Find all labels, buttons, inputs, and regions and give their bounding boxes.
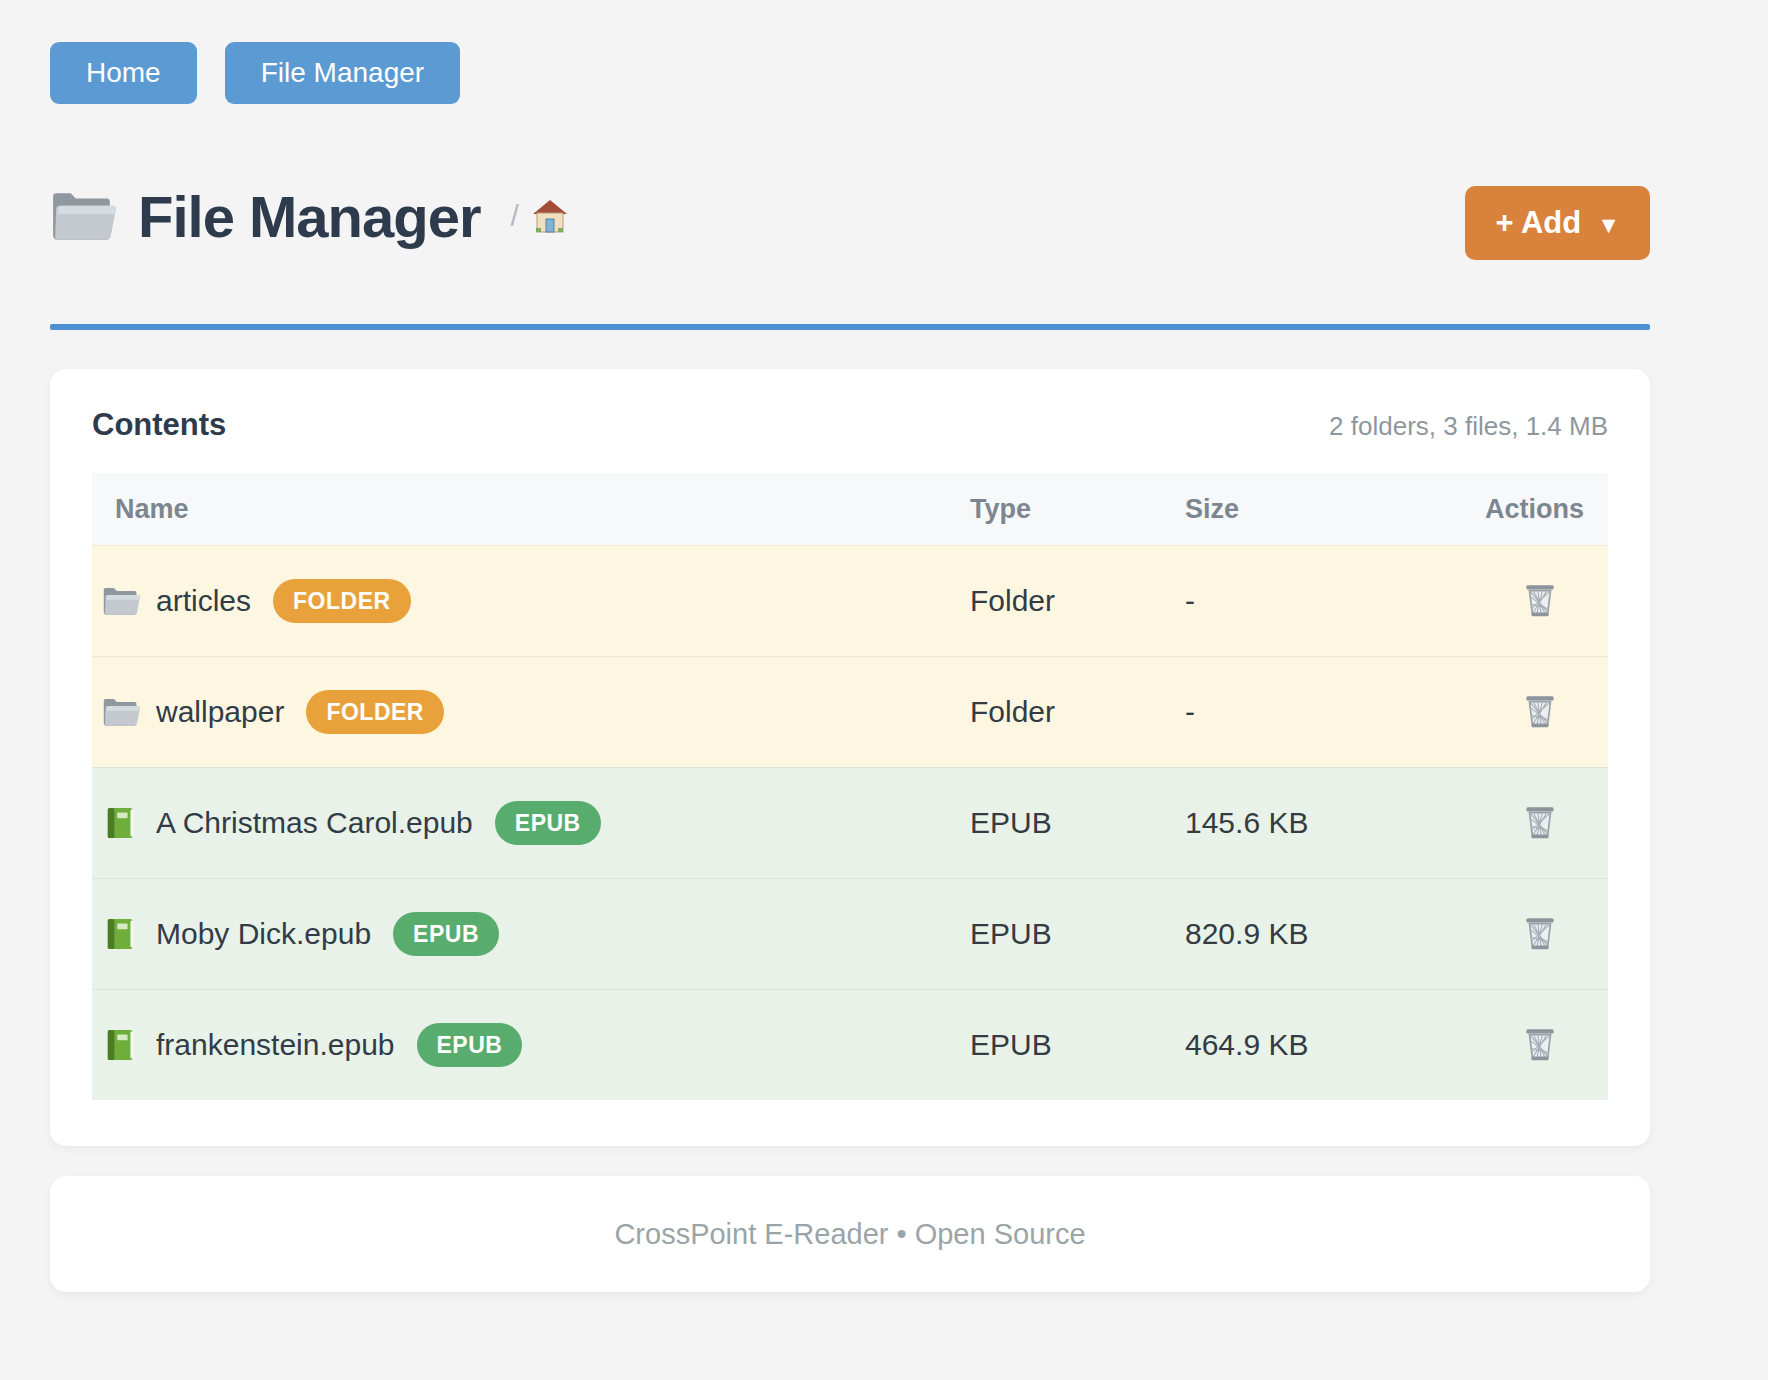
- column-header-name: Name: [92, 494, 970, 525]
- folder-icon: [102, 584, 140, 618]
- actions-cell: [1485, 1022, 1608, 1068]
- file-name[interactable]: Moby Dick.epub: [156, 917, 371, 951]
- size-cell: 464.9 KB: [1185, 1028, 1485, 1062]
- page: Home File Manager File Manager / + Add ▼…: [50, 0, 1650, 1292]
- column-header-actions: Actions: [1485, 494, 1608, 525]
- table-row: articles FOLDER Folder -: [92, 545, 1608, 656]
- type-cell: EPUB: [970, 1028, 1185, 1062]
- contents-heading: Contents: [92, 407, 226, 443]
- file-name[interactable]: articles: [156, 584, 251, 618]
- column-header-size: Size: [1185, 494, 1485, 525]
- delete-button[interactable]: [1517, 1022, 1563, 1068]
- delete-button[interactable]: [1517, 689, 1563, 735]
- type-cell: Folder: [970, 584, 1185, 618]
- file-manager-button[interactable]: File Manager: [225, 42, 460, 104]
- delete-button[interactable]: [1517, 800, 1563, 846]
- folder-icon: [50, 187, 116, 245]
- actions-cell: [1485, 689, 1608, 735]
- house-icon[interactable]: [531, 197, 569, 235]
- page-header: File Manager / + Add ▼: [50, 164, 1650, 268]
- trash-icon: [1519, 579, 1561, 621]
- breadcrumb-separator: /: [511, 199, 519, 233]
- table-row: wallpaper FOLDER Folder -: [92, 656, 1608, 767]
- delete-button[interactable]: [1517, 578, 1563, 624]
- table-row: A Christmas Carol.epub EPUB EPUB 145.6 K…: [92, 767, 1608, 878]
- name-cell: frankenstein.epub EPUB: [92, 1023, 970, 1067]
- type-badge: FOLDER: [306, 690, 444, 734]
- file-name[interactable]: A Christmas Carol.epub: [156, 806, 473, 840]
- table-row: Moby Dick.epub EPUB EPUB 820.9 KB: [92, 878, 1608, 989]
- footer-text: CrossPoint E-Reader • Open Source: [614, 1218, 1085, 1251]
- actions-cell: [1485, 578, 1608, 624]
- add-button-label: + Add: [1495, 205, 1581, 241]
- type-badge: EPUB: [393, 912, 499, 956]
- title-divider: [50, 324, 1650, 330]
- type-badge: EPUB: [495, 801, 601, 845]
- green-book-icon: [102, 917, 140, 951]
- page-title: File Manager: [138, 183, 481, 250]
- name-cell: wallpaper FOLDER: [92, 690, 970, 734]
- type-cell: Folder: [970, 695, 1185, 729]
- trash-icon: [1519, 912, 1561, 954]
- green-book-icon: [102, 1028, 140, 1062]
- file-name[interactable]: frankenstein.epub: [156, 1028, 395, 1062]
- size-cell: 820.9 KB: [1185, 917, 1485, 951]
- type-cell: EPUB: [970, 806, 1185, 840]
- contents-summary: 2 folders, 3 files, 1.4 MB: [1329, 411, 1608, 442]
- file-name[interactable]: wallpaper: [156, 695, 284, 729]
- name-cell: articles FOLDER: [92, 579, 970, 623]
- name-cell: A Christmas Carol.epub EPUB: [92, 801, 970, 845]
- size-cell: -: [1185, 584, 1485, 618]
- contents-header: Contents 2 folders, 3 files, 1.4 MB: [92, 407, 1608, 443]
- trash-icon: [1519, 801, 1561, 843]
- type-badge: FOLDER: [273, 579, 411, 623]
- name-cell: Moby Dick.epub EPUB: [92, 912, 970, 956]
- table-body: articles FOLDER Folder - wallpaper FOLDE…: [92, 545, 1608, 1100]
- trash-icon: [1519, 1023, 1561, 1065]
- table-row: frankenstein.epub EPUB EPUB 464.9 KB: [92, 989, 1608, 1100]
- chevron-down-icon: ▼: [1597, 212, 1620, 239]
- file-table: Name Type Size Actions articles FOLDER F…: [92, 473, 1608, 1100]
- column-header-type: Type: [970, 494, 1185, 525]
- type-badge: EPUB: [417, 1023, 523, 1067]
- home-button[interactable]: Home: [50, 42, 197, 104]
- top-nav: Home File Manager: [50, 0, 1650, 104]
- actions-cell: [1485, 911, 1608, 957]
- delete-button[interactable]: [1517, 911, 1563, 957]
- add-button[interactable]: + Add ▼: [1465, 186, 1650, 260]
- type-cell: EPUB: [970, 917, 1185, 951]
- table-header-row: Name Type Size Actions: [92, 473, 1608, 545]
- green-book-icon: [102, 806, 140, 840]
- size-cell: 145.6 KB: [1185, 806, 1485, 840]
- size-cell: -: [1185, 695, 1485, 729]
- folder-icon: [102, 695, 140, 729]
- actions-cell: [1485, 800, 1608, 846]
- trash-icon: [1519, 690, 1561, 732]
- footer: CrossPoint E-Reader • Open Source: [50, 1176, 1650, 1292]
- contents-card: Contents 2 folders, 3 files, 1.4 MB Name…: [50, 369, 1650, 1146]
